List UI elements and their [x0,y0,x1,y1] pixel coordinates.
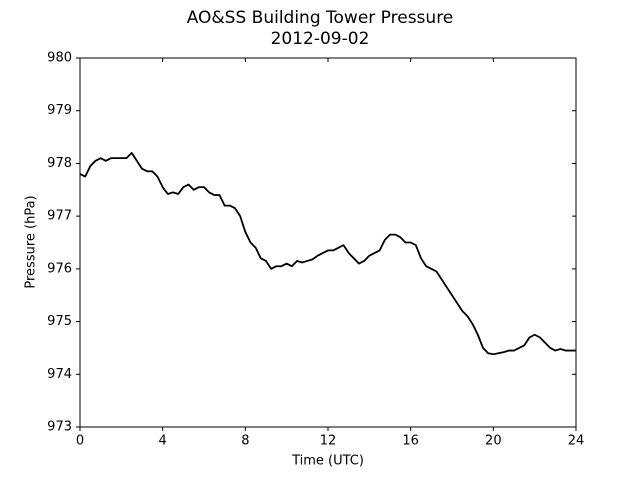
x-tick-label: 24 [568,434,585,449]
x-tick-label: 12 [320,434,337,449]
data-line [79,151,576,356]
chart-subtitle: 2012-09-02 [271,29,370,49]
y-tick-label: 980 [47,51,72,66]
x-axis-label: Time (UTC) [291,454,364,469]
plot-frame [79,57,577,428]
y-tick-label: 977 [47,209,72,224]
y-tick-label: 974 [47,367,72,382]
y-tick-label: 975 [47,314,72,329]
y-tick-label: 976 [47,261,72,276]
x-tick-label: 0 [76,434,84,449]
x-tick-label: 8 [241,434,249,449]
y-axis-label: Pressure (hPa) [24,195,39,288]
y-tick-label: 973 [47,420,72,435]
x-tick-label: 4 [159,434,167,449]
chart-title: AO&SS Building Tower Pressure [187,8,454,28]
x-tick-label: 20 [485,434,502,449]
y-tick-label: 978 [47,156,72,171]
x-tick-label: 16 [402,434,419,449]
y-tick-label: 979 [47,103,72,118]
